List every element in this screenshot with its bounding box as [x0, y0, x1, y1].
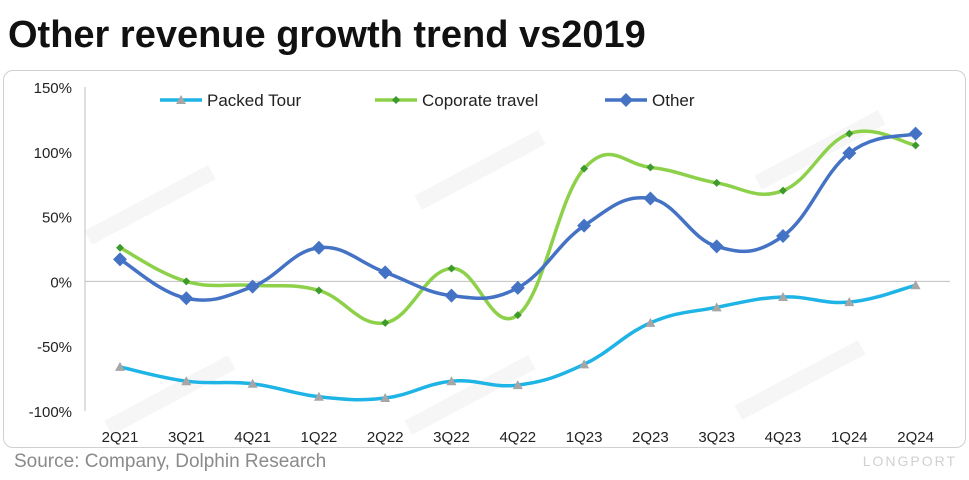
legend-label-other: Other: [652, 91, 695, 110]
data-point-other: [245, 279, 260, 294]
data-point-packed-tour: [645, 317, 656, 327]
data-point-coporate-travel: [712, 178, 721, 187]
data-point-other: [444, 288, 459, 303]
data-point-coporate-travel: [580, 164, 589, 173]
data-point-other: [179, 291, 194, 306]
y-tick-label: 100%: [34, 145, 72, 162]
x-tick-label: 2Q21: [102, 429, 139, 446]
legend-marker-other: [619, 93, 633, 107]
data-point-packed-tour: [247, 378, 258, 388]
legend-label-coporate-travel: Coporate travel: [422, 91, 538, 110]
data-point-packed-tour: [910, 280, 921, 290]
data-point-packed-tour: [711, 302, 722, 312]
watermarks: [84, 110, 885, 435]
source-note: Source: Company, Dolphin Research: [14, 451, 327, 472]
legend-label-packed-tour: Packed Tour: [207, 91, 302, 110]
brand-watermark: LONGPORT: [862, 453, 957, 469]
y-tick-label: -50%: [37, 339, 72, 356]
y-tick-label: 50%: [42, 210, 72, 227]
x-tick-label: 2Q23: [632, 429, 669, 446]
watermark-shape: [84, 165, 215, 245]
data-point-packed-tour: [778, 291, 788, 301]
x-tick-label: 4Q23: [765, 429, 802, 446]
data-point-other: [378, 265, 393, 280]
data-point-other: [709, 239, 724, 254]
y-tick-label: 0%: [50, 274, 72, 291]
data-point-other: [776, 229, 790, 244]
data-point-coporate-travel: [381, 318, 390, 327]
x-tick-label: 3Q22: [433, 429, 470, 446]
data-point-coporate-travel: [779, 186, 787, 195]
chart-frame: [3, 70, 966, 448]
data-point-coporate-travel: [182, 277, 191, 286]
data-point-other: [842, 146, 857, 161]
y-tick-label: -100%: [29, 404, 72, 421]
legend-marker-packed-tour: [176, 95, 186, 104]
data-point-coporate-travel: [845, 129, 854, 138]
watermark-shape: [734, 340, 865, 420]
data-point-other: [908, 126, 923, 141]
data-point-other: [311, 240, 326, 255]
data-point-packed-tour: [844, 297, 855, 307]
x-tick-label: 2Q24: [897, 429, 934, 446]
x-tick-label: 4Q22: [499, 429, 536, 446]
data-point-coporate-travel: [447, 264, 456, 273]
x-tick-label: 2Q22: [367, 429, 404, 446]
data-point-other: [643, 191, 658, 206]
chart-series: [113, 126, 923, 403]
data-point-other: [577, 218, 592, 233]
data-point-coporate-travel: [911, 141, 920, 150]
x-tick-label: 4Q21: [234, 429, 271, 446]
data-point-packed-tour: [579, 359, 590, 369]
data-point-other: [113, 252, 127, 267]
watermark-shape: [754, 110, 885, 190]
x-tick-label: 3Q23: [698, 429, 735, 446]
chart-title: Other revenue growth trend vs2019: [8, 14, 646, 56]
data-point-packed-tour: [115, 361, 125, 371]
data-point-other: [510, 280, 525, 295]
data-point-coporate-travel: [646, 163, 655, 172]
data-point-coporate-travel: [314, 286, 323, 295]
legend-marker-coporate-travel: [392, 96, 400, 104]
watermark-shape: [404, 355, 535, 435]
data-point-packed-tour: [446, 376, 457, 386]
data-point-coporate-travel: [116, 243, 124, 252]
y-tick-label: 150%: [34, 80, 72, 97]
data-point-packed-tour: [380, 393, 391, 403]
x-tick-label: 1Q24: [831, 429, 868, 446]
data-point-packed-tour: [181, 376, 192, 386]
chart-axes: 150% 100% 50% 0% -50% -100% 2Q21 3Q21 4Q21 1Q22 2Q…: [29, 80, 950, 446]
data-point-packed-tour: [512, 380, 523, 390]
x-tick-label: 1Q23: [566, 429, 603, 446]
chart-legend: Packed Tour Coporate travel Other: [160, 91, 695, 110]
data-point-packed-tour: [313, 391, 324, 401]
watermark-shape: [414, 130, 545, 210]
x-tick-label: 3Q21: [168, 429, 205, 446]
x-tick-label: 1Q22: [301, 429, 338, 446]
data-point-coporate-travel: [513, 311, 522, 320]
